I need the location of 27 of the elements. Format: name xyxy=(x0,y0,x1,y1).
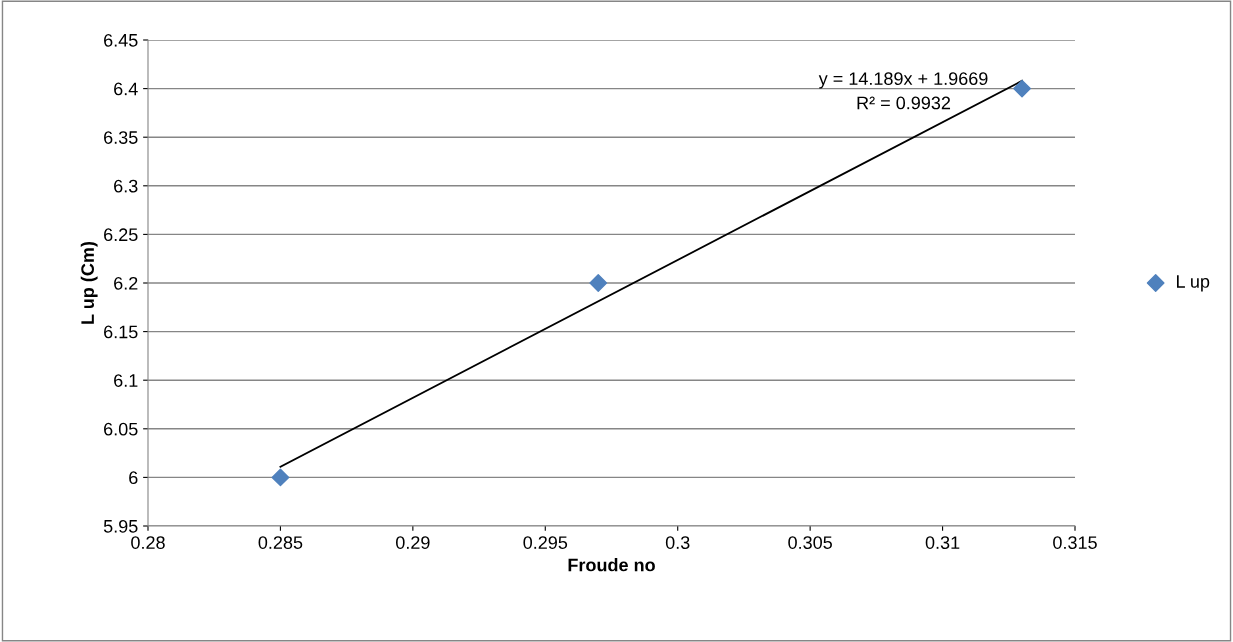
annotation: y = 14.189x + 1.9669 xyxy=(818,72,988,89)
x-tick-label: 0.295 xyxy=(523,536,568,549)
y-tick-label: 6.05 xyxy=(104,422,138,436)
y-tick-label: 6.45 xyxy=(104,33,138,47)
point xyxy=(271,468,290,487)
x-tick-label: 0.28 xyxy=(131,536,165,549)
y-tick-label: 6.25 xyxy=(104,228,138,242)
y-tick-label: 6.3 xyxy=(114,179,138,193)
x-tick-label: 0.3 xyxy=(665,536,690,549)
y-tick-label: 6.2 xyxy=(114,276,138,290)
y-tick-label: 6.35 xyxy=(104,131,138,144)
legend-label: L up xyxy=(1177,275,1210,292)
y-tick-label: 6.15 xyxy=(104,325,138,339)
y-tick-label: 6 xyxy=(129,471,138,485)
annotation: R² = 0.9932 xyxy=(857,96,951,110)
y-tick-label: 6.1 xyxy=(114,374,138,387)
x-tick-label: 0.29 xyxy=(395,536,430,549)
x-tick-label: 0.31 xyxy=(925,536,960,549)
x-axis-title: Froude no xyxy=(568,558,655,572)
y-axis-title: L up (Cm) xyxy=(80,241,98,324)
x-tick-label: 0.285 xyxy=(258,536,303,549)
y-tick-label: 5.95 xyxy=(103,519,138,533)
point xyxy=(589,274,608,292)
x-tick-label: 0.305 xyxy=(788,536,832,549)
x-tick-label: 0.315 xyxy=(1053,536,1097,549)
y-tick-label: 6.4 xyxy=(114,82,138,96)
point xyxy=(1013,79,1031,98)
